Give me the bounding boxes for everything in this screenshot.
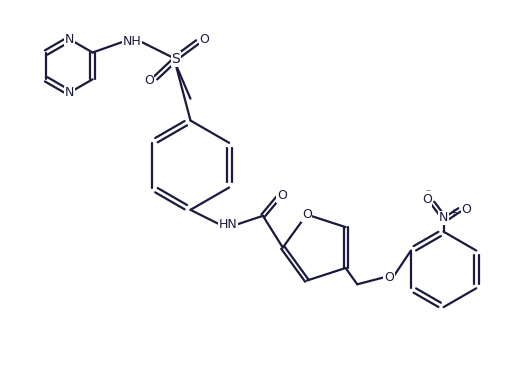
Text: NH: NH	[123, 35, 141, 48]
Text: +: +	[449, 208, 456, 218]
Text: N: N	[65, 86, 74, 99]
Text: O: O	[199, 32, 209, 46]
Text: ⁻: ⁻	[425, 188, 430, 198]
Text: O: O	[422, 193, 431, 207]
Text: S: S	[171, 52, 180, 66]
Text: O: O	[277, 190, 287, 202]
Text: O: O	[302, 208, 312, 221]
Text: O: O	[461, 203, 472, 216]
Text: N: N	[439, 211, 448, 224]
Text: N: N	[65, 32, 74, 46]
Text: O: O	[384, 271, 394, 284]
Text: HN: HN	[219, 218, 238, 231]
Text: O: O	[144, 74, 154, 87]
